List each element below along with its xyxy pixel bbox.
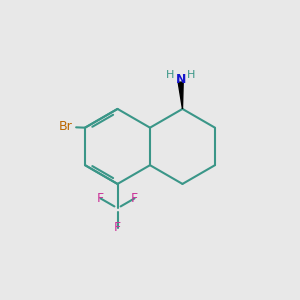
Text: F: F <box>97 192 104 205</box>
Text: N: N <box>176 73 186 86</box>
Text: Br: Br <box>58 120 72 133</box>
Text: H: H <box>187 70 196 80</box>
Text: F: F <box>114 221 121 234</box>
Polygon shape <box>178 82 183 109</box>
Text: H: H <box>166 70 174 80</box>
Text: F: F <box>131 192 138 205</box>
